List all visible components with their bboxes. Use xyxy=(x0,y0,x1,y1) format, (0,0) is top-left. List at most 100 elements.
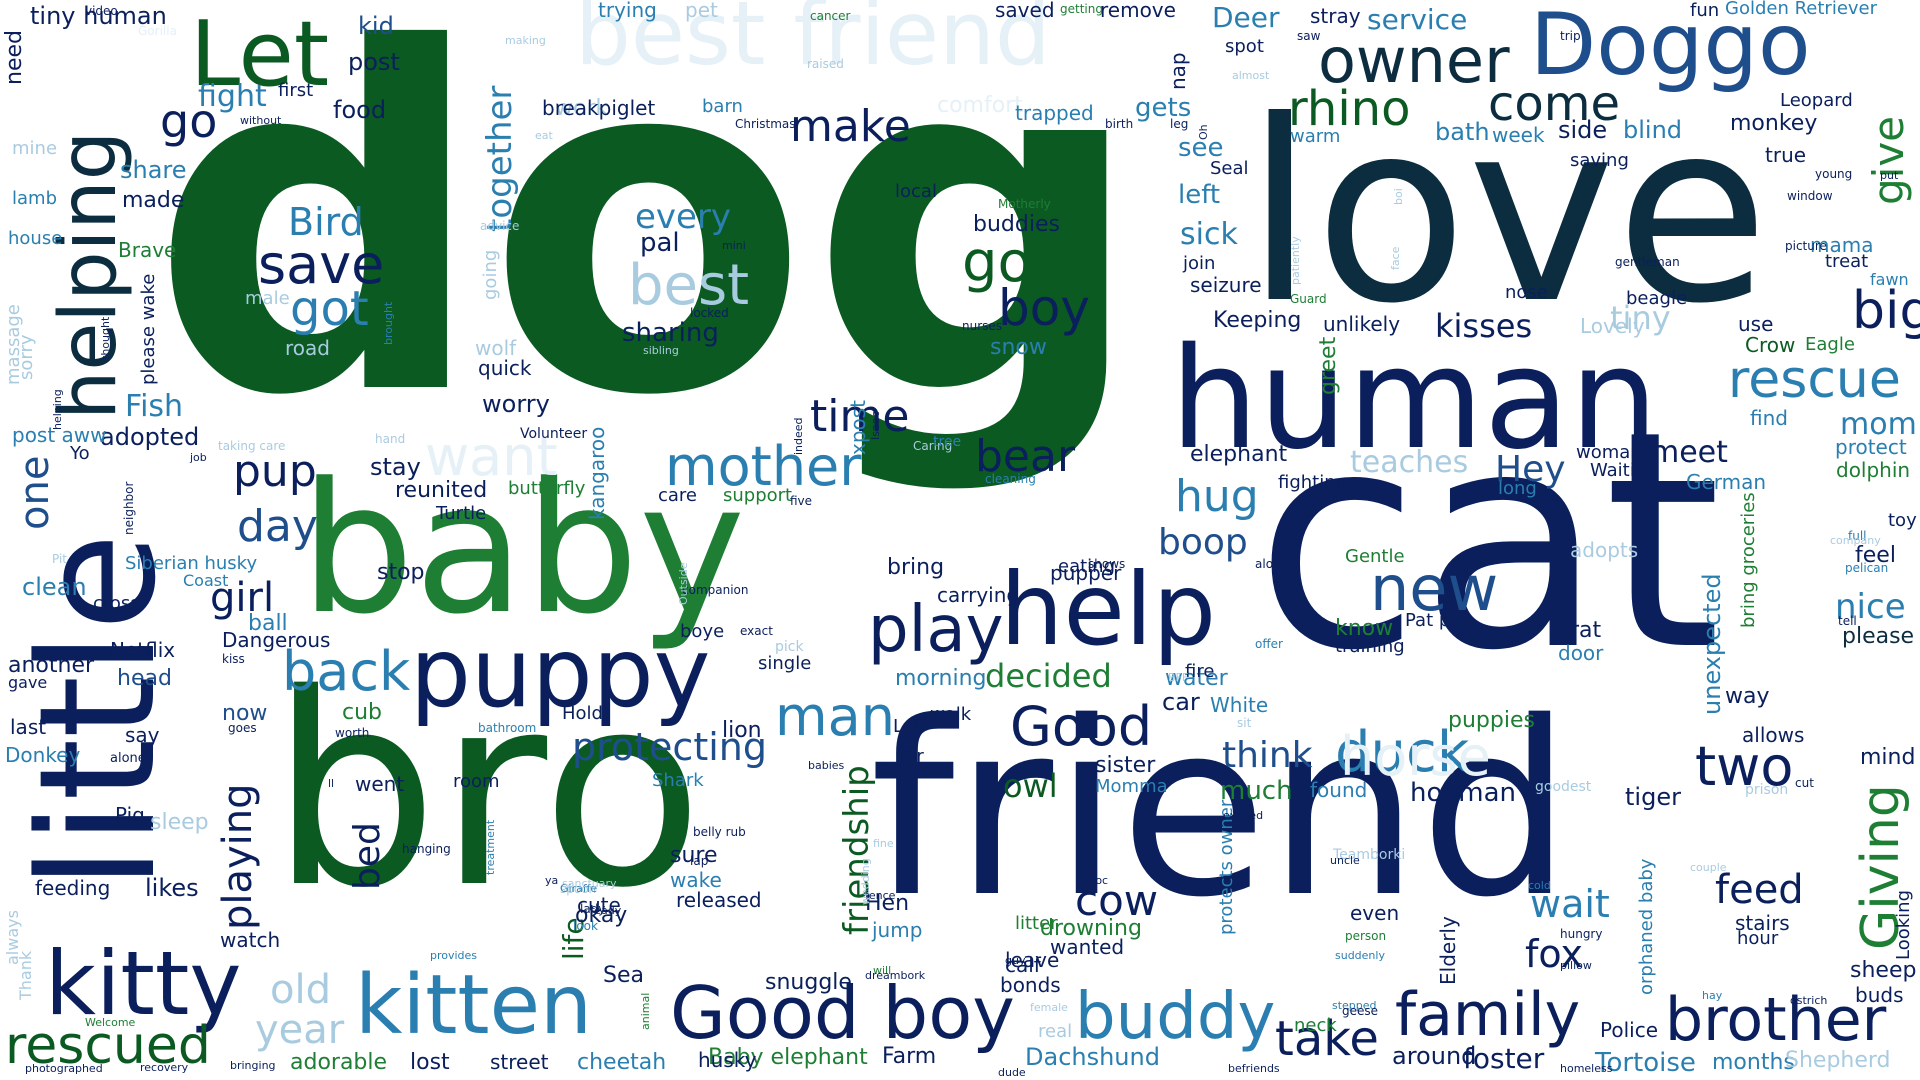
word: meet xyxy=(1650,435,1728,470)
word: Coast xyxy=(183,571,229,590)
word: quick xyxy=(478,356,532,380)
word: sit xyxy=(1237,716,1252,730)
word: belly rub xyxy=(693,825,746,839)
word: nap xyxy=(1166,52,1190,90)
word: indeed xyxy=(792,417,805,455)
word: now xyxy=(222,701,268,726)
word: ya xyxy=(545,874,559,887)
word: man xyxy=(775,685,895,748)
word: making xyxy=(505,34,546,47)
word: two xyxy=(1695,735,1794,798)
word: croc xyxy=(1085,874,1109,887)
word: see xyxy=(1178,133,1224,163)
word: room xyxy=(453,771,500,792)
word: last xyxy=(10,715,47,739)
word: cold xyxy=(1528,879,1551,892)
word: full xyxy=(1848,529,1867,543)
word: bringing xyxy=(230,1059,276,1072)
word: hug xyxy=(1175,471,1259,522)
word: Fish xyxy=(125,389,184,424)
word: unlikely xyxy=(1323,312,1401,336)
word: cross xyxy=(93,593,140,614)
word: training xyxy=(1335,636,1405,657)
word: Hen xyxy=(865,891,910,916)
word: hooman xyxy=(1410,778,1517,808)
word: Welcome xyxy=(85,1016,136,1029)
word: use xyxy=(1738,312,1774,336)
word: brought xyxy=(382,301,395,345)
word: treatment xyxy=(484,819,497,875)
word: cub xyxy=(342,700,383,725)
word: mine xyxy=(12,138,58,159)
word: together xyxy=(480,85,520,232)
word: adorable xyxy=(290,1050,388,1075)
word: befriends xyxy=(1228,1062,1280,1075)
word: Elderly xyxy=(1436,916,1460,985)
word: another xyxy=(8,653,95,678)
word: cheetah xyxy=(577,1050,667,1075)
word: ball xyxy=(248,611,288,636)
word: adopted xyxy=(100,423,200,451)
word: save xyxy=(258,233,385,296)
word: spot xyxy=(1225,36,1264,57)
word: hand xyxy=(375,432,406,446)
word: Bird xyxy=(288,200,364,244)
word: girl xyxy=(210,575,275,621)
word: Hold xyxy=(562,703,603,724)
word: mama xyxy=(1810,233,1874,257)
word: door xyxy=(1558,641,1604,665)
word: baby xyxy=(300,445,746,654)
word: pup xyxy=(233,446,317,497)
word: exact xyxy=(740,624,773,638)
word: mini xyxy=(722,239,746,252)
word: Brave xyxy=(118,238,177,262)
word: watch xyxy=(220,928,281,952)
word: fire xyxy=(1185,661,1215,682)
word: Doggo xyxy=(1530,0,1811,95)
word: Turtle xyxy=(436,503,487,524)
word: fighting xyxy=(1278,472,1348,493)
word: care xyxy=(658,485,698,506)
word: thought xyxy=(99,316,112,360)
word: Sea xyxy=(603,963,644,988)
word: protect xyxy=(1835,435,1907,459)
word: bear xyxy=(975,431,1076,482)
word: lion xyxy=(722,718,762,743)
word: made xyxy=(122,188,185,213)
word: blind xyxy=(1623,116,1683,144)
word: months xyxy=(1712,1050,1795,1075)
word: nice xyxy=(1835,587,1906,627)
word: butterfly xyxy=(508,478,586,499)
word: side xyxy=(1558,116,1608,144)
word: walk xyxy=(930,704,972,725)
word: raised xyxy=(807,57,844,71)
word: orphaned baby xyxy=(1636,858,1657,995)
word: Netflix xyxy=(110,638,176,662)
word: big xyxy=(1852,281,1920,341)
word: clean xyxy=(22,573,87,601)
word: cute xyxy=(577,893,621,917)
word: foster xyxy=(1463,1042,1545,1075)
word: along xyxy=(1255,557,1289,571)
word: Gentle xyxy=(1345,546,1405,567)
word: bath xyxy=(1435,118,1490,146)
word: old xyxy=(270,967,331,1013)
word: trying xyxy=(598,0,657,22)
word: comfort xyxy=(937,93,1023,118)
word: calf xyxy=(1005,953,1041,977)
word: recovery xyxy=(140,1061,189,1074)
word: guy xyxy=(1005,954,1026,967)
word: buddy xyxy=(1075,980,1276,1054)
word: worry xyxy=(482,390,550,418)
word: Pig xyxy=(115,803,145,827)
word: boy xyxy=(998,279,1090,337)
word: pick xyxy=(775,639,804,655)
word: treat xyxy=(1825,251,1869,272)
word: without xyxy=(240,114,282,127)
word: sanctuary xyxy=(562,877,617,890)
word: share xyxy=(120,156,187,184)
word: street xyxy=(490,1050,549,1074)
word: greet xyxy=(1316,336,1341,395)
word: toy xyxy=(1888,510,1917,531)
